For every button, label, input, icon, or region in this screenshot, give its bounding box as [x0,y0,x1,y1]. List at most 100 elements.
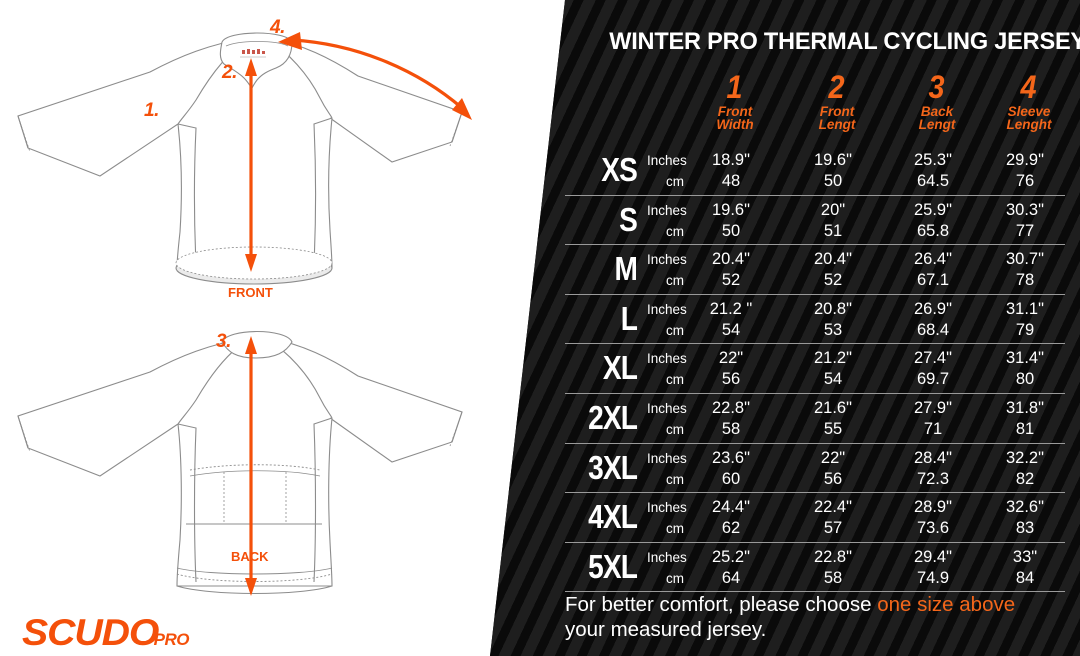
measurement-arrows [245,32,472,596]
value-inches: 22" [718,349,744,368]
measurement-cell: 22.8" 58 [685,398,777,440]
value-inches: 33" [1012,547,1038,566]
measurement-cell: 32.2" 82 [979,448,1071,490]
measurement-cell: 25.9" 65.8 [887,200,979,242]
unit-labels: Inches cm [643,448,707,490]
value-cm: 80 [1015,370,1035,389]
value-inches: 31.4" [1006,349,1044,368]
value-inches: 25.3" [914,151,952,169]
table-row: 3XL Inches cm 23.6" 60 22" 56 28.4" 72.3 32.2" 82 [565,444,1065,494]
table-row: M Inches cm 20.4" 52 20.4" 52 26.4" 67.1 30.7" 78 [565,245,1065,295]
value-inches: 32.6" [1006,498,1044,517]
unit-metric: cm [666,372,684,388]
arrow-sleeve-length [278,32,472,120]
value-cm: 55 [823,419,843,438]
arrow-front-length [245,58,257,272]
column-header-3: 3 Back Lengt [918,69,956,132]
value-cm: 64.5 [916,172,950,190]
size-label: XS [601,151,638,188]
measurement-cell: 18.9" 48 [685,150,777,192]
unit-imperial: Inches [647,549,687,565]
unit-labels: Inches cm [643,200,707,242]
measurement-cell: 30.3" 77 [979,200,1071,242]
value-inches: 28.4" [914,448,952,467]
value-inches: 19.6" [814,151,852,169]
measurement-cell: 23.6" 60 [685,448,777,490]
value-inches: 22.4" [814,498,852,517]
table-row: L Inches cm 21.2 " 54 20.8" 53 26.9" 68.4 31.1" 79 [565,295,1065,345]
measurement-cell: 28.9" 73.6 [887,497,979,539]
size-label: 4XL [588,498,638,536]
size-label: S [619,200,638,238]
value-cm: 58 [721,419,741,438]
value-inches: 19.6" [712,200,750,219]
value-cm: 78 [1015,271,1035,290]
unit-metric: cm [666,521,684,537]
unit-imperial: Inches [647,500,687,516]
value-inches: 31.8" [1006,398,1044,417]
measurement-cell: 26.4" 67.1 [887,249,979,291]
value-cm: 65.8 [916,221,950,240]
value-inches: 22" [820,448,846,467]
value-cm: 73.6 [916,519,950,538]
measurement-cell: 20.4" 52 [685,249,777,291]
unit-imperial: Inches [647,301,687,317]
value-cm: 84 [1015,568,1035,587]
jersey-technical-drawings [17,32,472,596]
measurement-cell: 25.2" 64 [685,547,777,589]
value-cm: 57 [823,519,843,538]
measurement-cell: 22.4" 57 [787,497,879,539]
unit-imperial: Inches [647,202,687,218]
footer-part2: your measured jersey. [565,618,767,641]
unit-metric: cm [666,421,684,437]
unit-labels: Inches cm [643,249,707,291]
value-cm: 68.4 [916,320,950,339]
value-cm: 48 [721,172,741,190]
value-cm: 67.1 [916,271,950,290]
back-jersey-drawing [17,330,463,595]
value-inches: 21.6" [814,398,852,417]
value-inches: 23.6" [712,448,750,467]
value-cm: 54 [721,320,741,339]
value-inches: 27.9" [914,398,952,417]
table-row: 2XL Inches cm 22.8" 58 21.6" 55 27.9" 71 31.8" 81 [565,394,1065,444]
value-cm: 53 [823,320,843,339]
size-table-rows: XS Inches cm 18.9" 48 19.6" 50 25.3" 64.5 29.9" 76… [565,146,1065,593]
value-inches: 28.9" [914,498,952,517]
measurement-cell: 24.4" 62 [685,497,777,539]
measurement-cell: 31.4" 80 [979,348,1071,390]
callout-4: 4. [270,17,285,38]
size-label: XL [602,349,638,387]
measurement-cell: 20" 51 [787,200,879,242]
value-inches: 32.2" [1006,448,1044,467]
measurement-cell: 31.1" 79 [979,299,1071,341]
column-headers: 1 Front Width 2 Front Lengt 3 Back Lengt [565,69,1065,142]
value-inches: 20.4" [712,250,750,269]
table-row: XS Inches cm 18.9" 48 19.6" 50 25.3" 64.5 29.9" 76 [565,146,1065,196]
unit-labels: Inches cm [643,348,707,390]
unit-metric: cm [666,223,684,239]
unit-labels: Inches cm [643,398,707,440]
value-cm: 71 [923,419,943,438]
value-cm: 77 [1015,221,1035,240]
brand-suffix: PRO [153,630,190,649]
arrow-back-length [245,336,257,596]
collar-logo-icon [242,49,265,54]
value-cm: 81 [1015,419,1035,438]
unit-metric: cm [666,322,684,338]
measurement-cell: 22" 56 [685,348,777,390]
unit-labels: Inches cm [643,547,707,589]
callout-2: 2. [222,62,237,83]
column-header-4: 4 Sleeve Lenght [1006,69,1052,132]
value-inches: 24.4" [712,498,750,517]
value-cm: 83 [1015,519,1035,538]
footer-highlight: one size above [877,593,1016,616]
table-row: XL Inches cm 22" 56 21.2" 54 27.4" 69.7 31.4" 80 [565,344,1065,394]
callout-1: 1. [144,100,159,121]
value-cm: 56 [721,370,741,389]
unit-metric: cm [666,570,684,586]
measurement-cell: 31.8" 81 [979,398,1071,440]
value-inches: 26.4" [914,250,952,269]
value-cm: 60 [721,469,741,488]
unit-imperial: Inches [647,400,687,416]
